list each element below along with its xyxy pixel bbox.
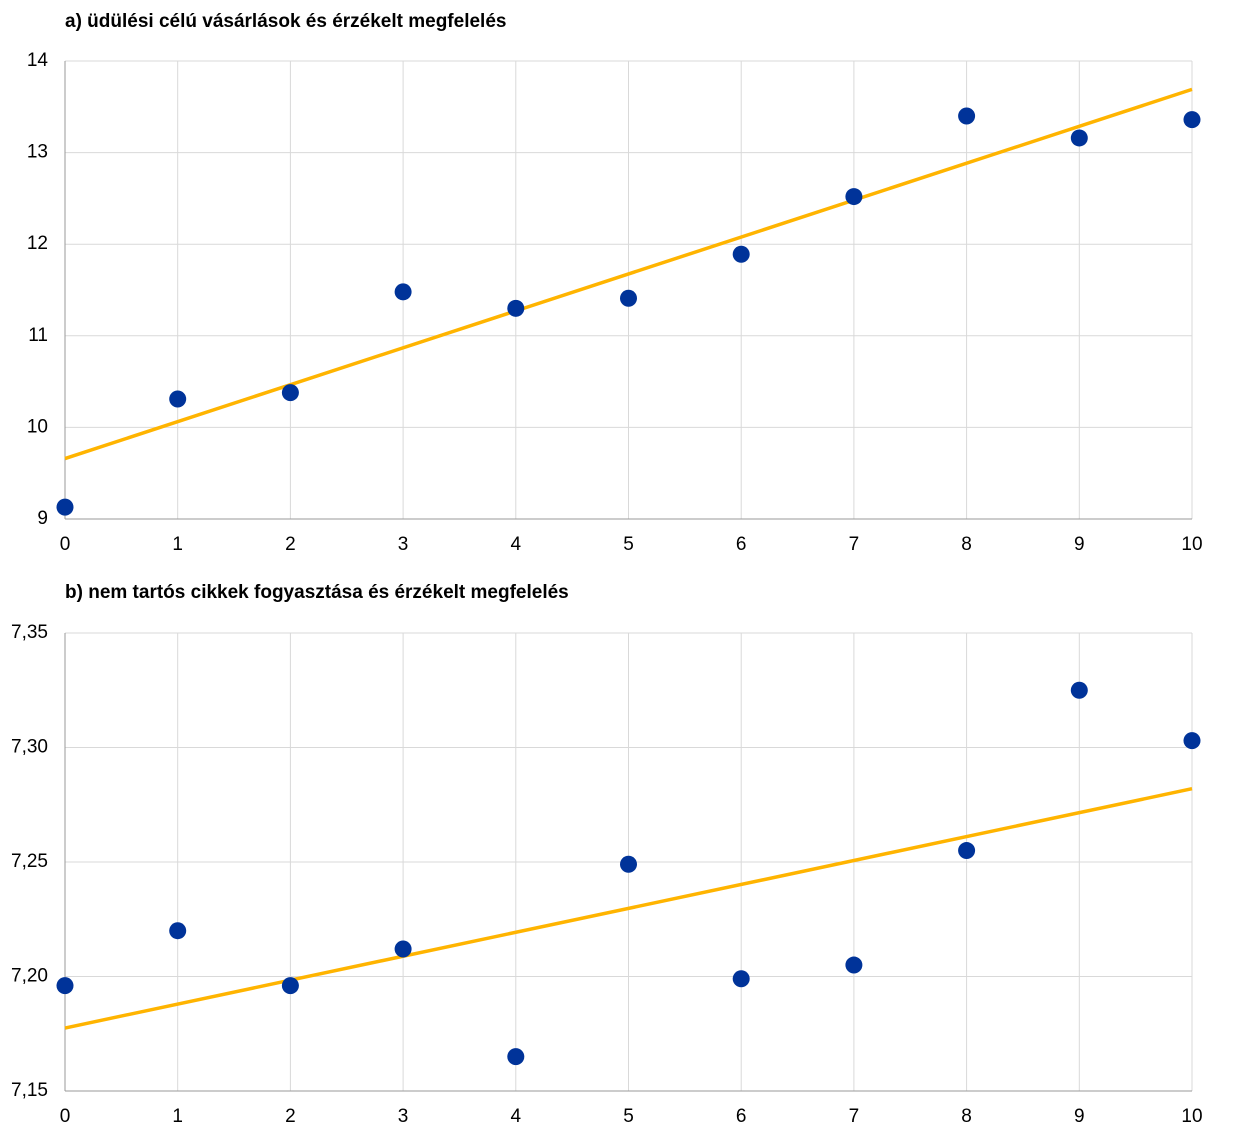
x-tick-label: 7 (849, 1106, 860, 1127)
x-tick-label: 5 (623, 534, 634, 555)
y-tick-label: 7,30 (11, 737, 48, 758)
x-tick-label: 8 (961, 534, 972, 555)
point (169, 390, 187, 408)
x-tick-label: 1 (172, 534, 183, 555)
x-tick-label: 0 (60, 534, 71, 555)
point (281, 384, 299, 402)
y-tick-label: 12 (27, 233, 48, 254)
point (732, 970, 750, 988)
point (507, 1048, 525, 1066)
point (620, 855, 637, 873)
trend-line (64, 787, 1193, 1030)
point (56, 498, 74, 516)
point (1183, 732, 1201, 750)
x-tick-label: 6 (736, 1106, 747, 1127)
point (56, 977, 74, 995)
x-tick-label: 9 (1074, 534, 1085, 555)
point (845, 956, 863, 974)
chart-title: b) nem tartós cikkek fogyasztása és érzé… (65, 582, 569, 603)
x-tick-label: 6 (736, 534, 747, 555)
point (1070, 681, 1088, 699)
y-tick-label: 7,15 (11, 1080, 48, 1101)
x-tick-label: 1 (172, 1106, 183, 1127)
point (1070, 129, 1088, 147)
point (958, 107, 976, 125)
x-tick-label: 10 (1181, 1106, 1202, 1127)
x-tick-label: 0 (60, 1106, 71, 1127)
y-tick-label: 7,25 (11, 851, 48, 872)
point (958, 842, 976, 860)
y-tick-label: 14 (27, 50, 49, 71)
y-tick-label: 10 (27, 416, 48, 437)
x-tick-label: 9 (1074, 1106, 1085, 1127)
y-tick-label: 9 (37, 508, 48, 529)
x-tick-label: 5 (623, 1106, 634, 1127)
chart-title: a) üdülési célú vásárlások és érzékelt m… (65, 11, 506, 32)
y-tick-label: 7,35 (11, 622, 48, 643)
x-tick-label: 2 (285, 1106, 296, 1127)
x-tick-label: 10 (1181, 534, 1202, 555)
point (394, 283, 412, 301)
x-tick-label: 3 (398, 1106, 409, 1127)
point (1183, 111, 1201, 129)
x-tick-label: 7 (849, 534, 860, 555)
y-tick-label: 11 (28, 325, 48, 346)
x-tick-label: 8 (961, 1106, 972, 1127)
point (394, 940, 412, 958)
x-tick-label: 4 (511, 534, 522, 555)
point (845, 188, 863, 206)
x-tick-label: 2 (285, 534, 296, 555)
y-tick-label: 7,20 (11, 966, 48, 987)
trend-line (64, 87, 1193, 461)
point (169, 922, 187, 940)
x-tick-label: 4 (511, 1106, 522, 1127)
x-tick-label: 3 (398, 534, 409, 555)
point (281, 977, 299, 995)
point (620, 289, 637, 307)
y-tick-label: 13 (27, 142, 48, 163)
point (507, 299, 525, 317)
point (732, 245, 750, 263)
